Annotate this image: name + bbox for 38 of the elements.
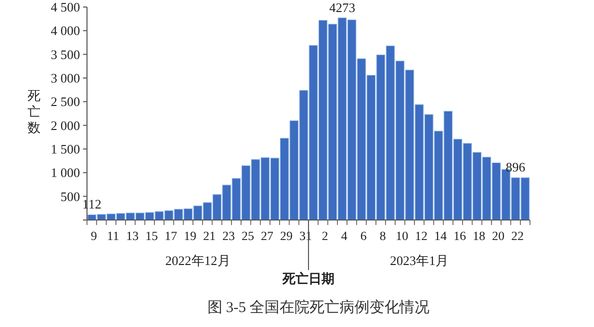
x-tick-label: 14: [434, 229, 448, 243]
x-tick-label: 2: [322, 229, 328, 243]
y-tick-label: 500: [60, 188, 80, 204]
x-tick-label: 19: [184, 229, 196, 243]
data-label: 896: [506, 160, 526, 175]
x-tick-label: 13: [126, 229, 139, 243]
x-tick-label: 8: [380, 229, 386, 243]
x-tick-label: 10: [396, 229, 408, 243]
x-axis-title: 死亡日期: [282, 271, 334, 286]
x-tick-label: 20: [492, 229, 505, 243]
x-tick-label: 22: [511, 229, 524, 243]
y-tick-label: 1 500: [50, 142, 80, 156]
y-tick-label: 3 000: [50, 70, 80, 86]
y-axis-title: 死亡数: [28, 88, 40, 135]
x-tick-label: 29: [280, 229, 293, 243]
data-label: 4273: [329, 0, 356, 15]
y-tick-label: 2 000: [50, 118, 80, 133]
x-tick-label: 16: [454, 229, 466, 243]
y-tick-label: 1 000: [50, 165, 80, 180]
y-tick-label: 3 500: [50, 46, 80, 62]
x-tick-label: 11: [107, 229, 120, 243]
text: 图 3-5 全国在院死亡病例变化情况: [207, 299, 430, 316]
y-tick-label: 4 000: [50, 23, 80, 38]
y-tick-label: 4 500: [50, 0, 80, 14]
x-tick-label: 21: [203, 229, 216, 243]
x-tick-label: 4: [341, 229, 348, 243]
x-tick-label: 9: [90, 229, 97, 243]
x-tick-label: 17: [164, 229, 178, 243]
x-tick-label: 27: [260, 229, 274, 243]
x-tick-label: 23: [222, 229, 235, 243]
x-tick-label: 25: [242, 229, 254, 243]
x-tick-label: 12: [415, 229, 428, 243]
text: 2022年12月: [165, 253, 230, 268]
x-tick-label: 18: [472, 229, 486, 243]
x-tick-label: 6: [360, 229, 367, 243]
y-tick-label: 2 500: [50, 94, 80, 110]
text: 2023年1月: [390, 253, 448, 268]
x-tick-label: 15: [145, 229, 158, 243]
